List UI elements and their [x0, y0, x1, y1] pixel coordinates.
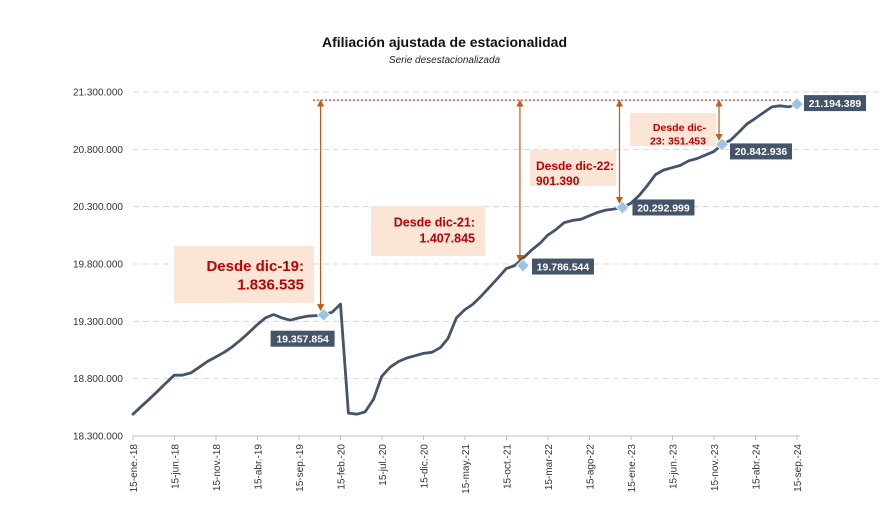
- value-label-bg: [730, 143, 793, 160]
- x-tick-label: 15-dic.-20: [420, 444, 431, 489]
- value-label-bg: [270, 330, 335, 347]
- y-tick-label: 19.300.000: [73, 317, 123, 328]
- delta-text: 901.390: [536, 174, 580, 188]
- data-marker: [615, 200, 630, 215]
- x-tick-label: 15-abr.-24: [752, 444, 763, 490]
- x-tick-label: 15-mar-22: [544, 444, 555, 491]
- label-layer: 19.357.854 19.786.544 20.292.999 20.842.936…: [270, 95, 866, 347]
- delta-box: [530, 150, 616, 186]
- x-tick-label: 15-abr.-19: [254, 444, 265, 490]
- x-tick-label: 15-jun.-18: [171, 444, 182, 489]
- delta-text: 1.836.535: [237, 277, 304, 294]
- value-label: 20.292.999: [637, 202, 690, 214]
- chart-title: Afiliación ajustada de estacionalidad: [321, 34, 568, 50]
- y-tick-label: 20.300.000: [73, 202, 123, 213]
- value-label: 19.357.854: [276, 333, 329, 345]
- x-tick-label: 15-jul.-20: [378, 444, 389, 486]
- value-label: 20.842.936: [735, 146, 788, 158]
- y-tick-label: 18.800.000: [73, 374, 123, 385]
- x-tick-label: 15-nov.-23: [710, 444, 721, 492]
- delta-text: Desde dic-19:: [206, 258, 304, 275]
- series-line: [131, 102, 799, 416]
- y-tick-label: 18.300.000: [73, 432, 123, 443]
- delta-layer: Desde dic-19: 1.836.535 Desde dic-21:1.407…: [174, 113, 716, 303]
- delta-text: Desde dic-22:: [536, 159, 614, 173]
- x-tick-label: 15-ene.-18: [129, 444, 140, 493]
- value-label: 21.194.389: [809, 98, 862, 110]
- x-tick-label: 15-may.-21: [461, 444, 472, 494]
- x-tick-label: 15-ago-22: [586, 444, 597, 490]
- delta-text: Desde dic-21:: [394, 216, 475, 230]
- value-label-bg: [632, 199, 695, 216]
- data-marker: [316, 307, 331, 322]
- x-tick-label: 15-ene.-23: [627, 444, 638, 493]
- data-marker: [516, 258, 530, 273]
- data-marker: [715, 137, 729, 152]
- value-label-bg: [804, 95, 866, 112]
- delta-text: Desde dic-: [653, 122, 707, 134]
- reference-layer: [313, 99, 791, 312]
- y-tick-label: 21.300.000: [73, 88, 123, 99]
- x-tick-label: 15-jun.-23: [669, 444, 680, 489]
- line-layer: [131, 102, 799, 416]
- delta-text: 23: 351.453: [650, 135, 706, 147]
- y-tick-label: 20.800.000: [73, 145, 123, 156]
- marker-layer: [316, 97, 804, 322]
- data-marker: [790, 97, 804, 112]
- value-label: 19.786.544: [537, 261, 590, 273]
- x-tick-label: 15-sep.-19: [295, 444, 306, 492]
- y-tick-label: 19.800.000: [73, 260, 123, 271]
- axis-layer: 21.300.000 20.800.000 20.300.000 19.800.000…: [73, 88, 804, 494]
- x-tick-label: 15-nov.-18: [212, 444, 223, 492]
- chart-subtitle: Serie desestacionalizada: [388, 55, 501, 66]
- x-tick-label: 15-sep.-24: [793, 444, 804, 492]
- x-tick-label: 15-oct.-21: [503, 444, 514, 489]
- delta-text: 1.407.845: [419, 231, 475, 245]
- delta-box: [630, 113, 716, 146]
- x-tick-label: 15-feb.-20: [337, 444, 348, 490]
- value-label-bg: [531, 258, 594, 275]
- delta-box: [174, 246, 314, 303]
- delta-box: [371, 206, 485, 256]
